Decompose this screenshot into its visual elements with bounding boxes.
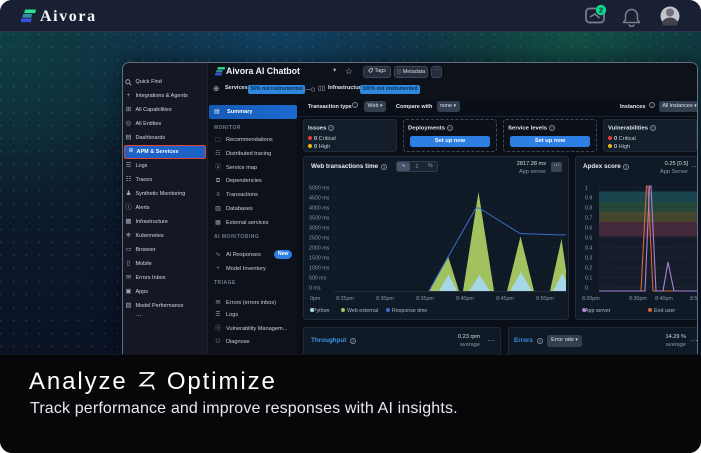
svg-text:0.2: 0.2 — [585, 266, 592, 272]
svg-text:0.9: 0.9 — [585, 196, 592, 202]
svg-text:0.5: 0.5 — [585, 236, 592, 242]
svg-text:8:45pm: 8:45pm — [496, 296, 514, 302]
svg-text:0 ms: 0 ms — [309, 286, 321, 292]
svg-text:2000 ms: 2000 ms — [309, 246, 330, 252]
svg-text:2: 2 — [599, 6, 603, 15]
svg-text:5000 ms: 5000 ms — [309, 186, 330, 192]
svg-text:8:30pm: 8:30pm — [629, 296, 647, 302]
svg-text:8:20pm: 8:20pm — [582, 296, 600, 302]
svg-text:8:30pm: 8:30pm — [376, 296, 394, 302]
svg-text:Web external: Web external — [347, 308, 378, 314]
svg-text:2500 ms: 2500 ms — [309, 236, 330, 242]
svg-text:1500 ms: 1500 ms — [309, 256, 330, 262]
svg-text:3500 ms: 3500 ms — [309, 216, 330, 222]
svg-text:1000 ms: 1000 ms — [309, 266, 330, 272]
svg-text:8:50pm: 8:50pm — [536, 296, 554, 302]
svg-text:0.7: 0.7 — [585, 216, 592, 222]
svg-text:0.3: 0.3 — [585, 256, 592, 262]
svg-text:0.8: 0.8 — [585, 206, 592, 212]
svg-text:8:40pm: 8:40pm — [456, 296, 474, 302]
svg-text:4000 ms: 4000 ms — [309, 206, 330, 212]
svg-text:Python: Python — [313, 308, 330, 314]
svg-text:500 ms: 500 ms — [309, 276, 327, 282]
svg-text:8:50: 8:50 — [690, 296, 698, 302]
svg-text:4500 ms: 4500 ms — [309, 196, 330, 202]
svg-text:8:25pm: 8:25pm — [336, 296, 354, 302]
svg-text:8:35pm: 8:35pm — [416, 296, 434, 302]
svg-text:3000 ms: 3000 ms — [309, 226, 330, 232]
svg-text:0pm: 0pm — [310, 296, 321, 302]
svg-text:App server: App server — [585, 308, 611, 314]
svg-text:8:40pm: 8:40pm — [655, 296, 673, 302]
svg-text:0.4: 0.4 — [585, 246, 592, 252]
svg-text:1: 1 — [585, 186, 588, 192]
svg-text:0.6: 0.6 — [585, 226, 592, 232]
svg-text:0: 0 — [585, 286, 588, 292]
svg-text:Response time: Response time — [392, 308, 427, 314]
svg-text:End user: End user — [654, 308, 675, 314]
svg-text:0.1: 0.1 — [585, 276, 592, 282]
